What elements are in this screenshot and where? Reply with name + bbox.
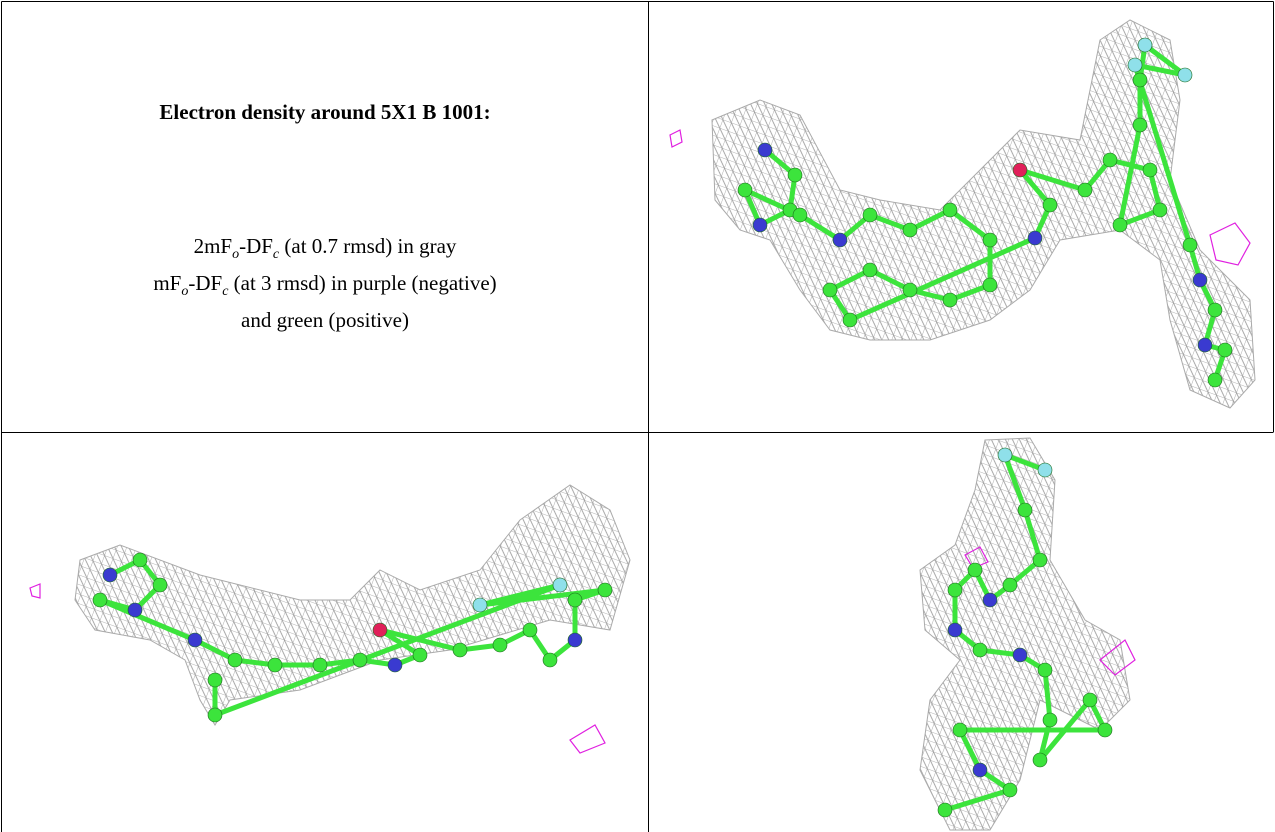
text: -DF <box>239 234 273 258</box>
atom <box>208 708 222 722</box>
atom <box>983 593 997 607</box>
atom <box>268 658 282 672</box>
atom <box>973 643 987 657</box>
density-images <box>30 20 1255 830</box>
atom <box>738 183 752 197</box>
atom <box>1013 163 1027 177</box>
atom <box>863 208 877 222</box>
atom <box>1038 463 1052 477</box>
atom <box>1013 648 1027 662</box>
atom <box>388 658 402 672</box>
atom <box>823 283 837 297</box>
atom <box>413 648 427 662</box>
atom <box>1178 68 1192 82</box>
legend: 2mFo-DFc (at 0.7 rmsd) in gray mFo-DFc (… <box>4 232 646 334</box>
atom <box>128 603 142 617</box>
text: (at 3 rmsd) in purple (negative) <box>228 271 496 295</box>
atom <box>1183 238 1197 252</box>
atom <box>1153 203 1167 217</box>
atom <box>1218 343 1232 357</box>
atom <box>1198 338 1212 352</box>
atom <box>1033 753 1047 767</box>
text: mF <box>153 271 181 295</box>
atom <box>753 218 767 232</box>
atom <box>93 593 107 607</box>
atom <box>1143 163 1157 177</box>
atom <box>353 653 367 667</box>
atom <box>1018 503 1032 517</box>
atom <box>568 633 582 647</box>
atom <box>1078 183 1092 197</box>
atom <box>983 233 997 247</box>
atom <box>863 263 877 277</box>
atom <box>983 278 997 292</box>
atom <box>948 583 962 597</box>
atom <box>1098 723 1112 737</box>
atom <box>953 723 967 737</box>
atom <box>843 313 857 327</box>
atom <box>133 553 147 567</box>
atom <box>153 578 167 592</box>
atom <box>903 283 917 297</box>
atom <box>493 638 507 652</box>
atom <box>1103 153 1117 167</box>
mesh <box>75 485 630 725</box>
text: (at 0.7 rmsd) in gray <box>279 234 456 258</box>
atom <box>598 583 612 597</box>
atom <box>1028 231 1042 245</box>
atom <box>1133 73 1147 87</box>
atom <box>968 563 982 577</box>
atom <box>553 578 567 592</box>
atom <box>1033 553 1047 567</box>
atom <box>1128 58 1142 72</box>
text: 2mF <box>194 234 233 258</box>
atom <box>313 658 327 672</box>
atom <box>903 223 917 237</box>
atom <box>943 293 957 307</box>
atom <box>208 673 222 687</box>
atom <box>998 448 1012 462</box>
atom <box>1208 303 1222 317</box>
atom <box>1038 663 1052 677</box>
atom <box>523 623 537 637</box>
atom <box>833 233 847 247</box>
atom <box>373 623 387 637</box>
title: Electron density around 5X1 B 1001: <box>4 100 646 125</box>
atom <box>473 598 487 612</box>
atom <box>188 633 202 647</box>
atom <box>1083 693 1097 707</box>
atom <box>568 593 582 607</box>
atom <box>1003 783 1017 797</box>
atom <box>758 143 772 157</box>
atom <box>793 208 807 222</box>
atom <box>543 653 557 667</box>
atom <box>973 763 987 777</box>
atom <box>453 643 467 657</box>
atom <box>103 568 117 582</box>
atom <box>788 168 802 182</box>
atom <box>1043 713 1057 727</box>
page: Electron density around 5X1 B 1001: 2mFo… <box>0 0 1275 832</box>
atom <box>1043 198 1057 212</box>
legend-line: 2mFo-DFc (at 0.7 rmsd) in gray <box>4 232 646 269</box>
legend-line: mFo-DFc (at 3 rmsd) in purple (negative) <box>4 269 646 306</box>
atom <box>228 653 242 667</box>
text: -DF <box>188 271 222 295</box>
atom <box>1138 38 1152 52</box>
legend-line: and green (positive) <box>4 306 646 334</box>
atom <box>1133 118 1147 132</box>
atom <box>943 203 957 217</box>
atom <box>1193 273 1207 287</box>
atom <box>1113 218 1127 232</box>
text: and green (positive) <box>241 308 409 332</box>
atom <box>948 623 962 637</box>
atom <box>1208 373 1222 387</box>
atom <box>1003 578 1017 592</box>
atom <box>938 803 952 817</box>
